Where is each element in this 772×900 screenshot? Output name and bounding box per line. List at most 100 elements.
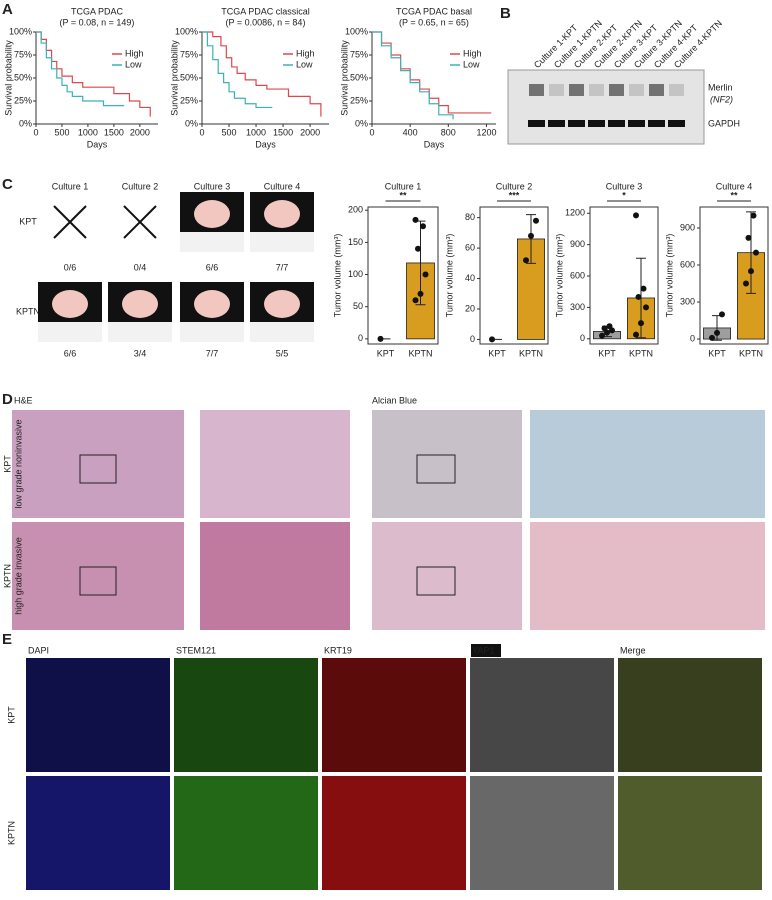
- y-tick-label: 25%: [14, 95, 32, 105]
- x-tick-label: 800: [441, 127, 456, 137]
- data-point: [412, 297, 419, 304]
- x-axis-label: Days: [87, 139, 108, 149]
- data-point: [743, 280, 749, 287]
- y-tick-label: 900: [570, 239, 585, 249]
- column-label: Culture 2: [122, 181, 159, 191]
- x-axis-label: Days: [255, 139, 276, 149]
- micrograph: [322, 658, 466, 772]
- x-tick-label: 2000: [130, 127, 150, 137]
- band: [629, 84, 644, 96]
- data-point: [633, 331, 639, 338]
- tumor: [52, 290, 88, 318]
- y-tick-label: 0: [358, 333, 363, 343]
- micrograph: [618, 776, 762, 890]
- survival-curve: [202, 31, 273, 109]
- y-tick-label: 100%: [175, 26, 198, 36]
- panel-letter: B: [500, 5, 511, 22]
- data-point: [643, 304, 649, 311]
- y-tick-label: 40: [465, 273, 475, 283]
- band: [649, 84, 664, 96]
- y-tick-label: 0: [690, 333, 695, 343]
- x-tick-label: 500: [222, 127, 237, 137]
- y-axis-label: Tumor volume (mm³): [664, 234, 674, 318]
- y-tick-label: 25%: [350, 95, 368, 105]
- significance-label: **: [730, 190, 738, 200]
- data-point: [719, 311, 725, 318]
- data-point: [640, 285, 647, 292]
- plot-frame: [479, 206, 549, 345]
- fraction-label: 3/4: [134, 348, 147, 358]
- y-axis-label: Survival probability: [169, 40, 179, 116]
- y-tick-label: 25%: [180, 95, 198, 105]
- blot-label: Merlin: [708, 82, 733, 92]
- legend-label: High: [296, 48, 315, 58]
- micrograph: [200, 522, 350, 630]
- band: [609, 84, 624, 96]
- x-tick-label: KPTN: [739, 348, 763, 358]
- legend-label: Low: [463, 59, 480, 69]
- y-axis-label: Survival probability: [3, 40, 13, 116]
- data-point: [753, 249, 759, 256]
- fraction-label: 0/6: [64, 262, 77, 272]
- chart-title: TCGA PDAC classical: [221, 6, 310, 16]
- survival-curve: [36, 31, 125, 107]
- column-label: Culture 4: [264, 181, 301, 191]
- fraction-label: 0/4: [134, 262, 147, 272]
- data-point: [709, 334, 715, 341]
- y-tick-label: 0%: [185, 118, 198, 128]
- x-axis-label: Days: [424, 139, 445, 149]
- y-tick-label: 600: [570, 270, 585, 280]
- data-point: [489, 336, 495, 343]
- significance-label: ***: [509, 190, 520, 200]
- data-point: [714, 329, 720, 336]
- chart-subtitle: (P = 0.08, n = 149): [60, 17, 135, 27]
- row-label: KPTN: [6, 821, 16, 845]
- y-tick-label: 150: [348, 237, 363, 247]
- data-point: [523, 257, 529, 264]
- band: [549, 84, 564, 96]
- stain-label: H&E: [14, 395, 33, 405]
- y-tick-label: 300: [680, 296, 695, 306]
- micrograph: [322, 776, 466, 890]
- data-point: [750, 212, 757, 219]
- row-label: high grade invasive: [13, 537, 23, 615]
- x-tick-label: KPTN: [519, 348, 543, 358]
- x-tick-label: 400: [403, 127, 418, 137]
- survival-curve: [202, 31, 322, 117]
- x-tick-label: 1200: [476, 127, 496, 137]
- band: [668, 120, 685, 127]
- x-tick-label: 1000: [78, 127, 98, 137]
- fraction-label: 6/6: [206, 262, 219, 272]
- ruler: [108, 322, 172, 342]
- blot-label: GAPDH: [708, 118, 740, 128]
- y-tick-label: 100%: [345, 26, 368, 36]
- fraction-label: 7/7: [276, 262, 289, 272]
- significance-label: **: [399, 190, 407, 200]
- y-axis-label: Tumor volume (mm³): [332, 234, 342, 318]
- x-tick-label: KPT: [598, 348, 616, 358]
- micrograph: [174, 658, 318, 772]
- tumor: [194, 200, 230, 228]
- y-tick-label: 0: [580, 333, 585, 343]
- data-point: [412, 216, 419, 223]
- survival-curve: [372, 31, 492, 114]
- legend-label: High: [463, 48, 482, 58]
- channel-label: DAPI: [28, 645, 49, 655]
- x-tick-label: 2000: [300, 127, 320, 137]
- label-bg: [471, 644, 501, 657]
- micrograph: [470, 776, 614, 890]
- data-point: [533, 217, 539, 224]
- x-tick-label: KPT: [488, 348, 506, 358]
- row-label: KPT: [2, 455, 12, 473]
- significance-label: *: [622, 190, 626, 200]
- band: [628, 120, 645, 127]
- tumor: [264, 290, 300, 318]
- data-point: [415, 245, 421, 252]
- y-tick-label: 300: [570, 302, 585, 312]
- y-tick-label: 75%: [350, 49, 368, 59]
- band: [669, 84, 684, 96]
- x-tick-label: KPT: [377, 348, 395, 358]
- blot-label: (NF2): [710, 94, 733, 104]
- ruler: [38, 322, 102, 342]
